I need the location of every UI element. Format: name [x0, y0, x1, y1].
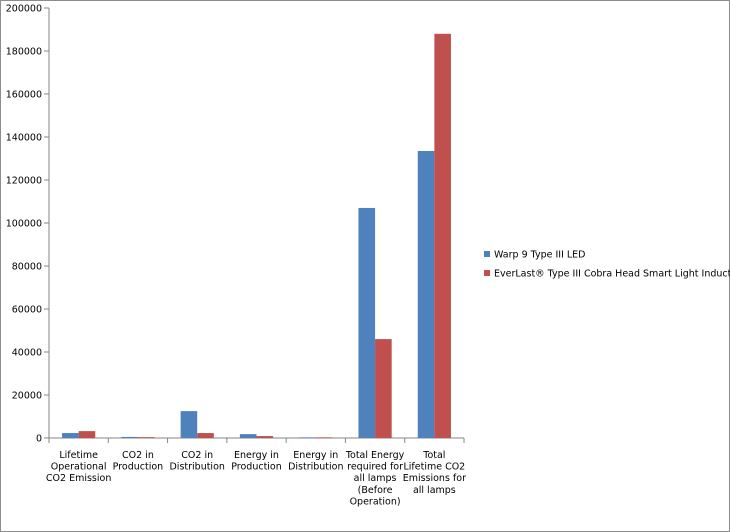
bar — [78, 431, 96, 438]
y-tick-label: 120000 — [6, 176, 42, 187]
legend-swatch — [484, 251, 490, 257]
bar — [256, 436, 274, 438]
y-tick-label: 60000 — [12, 305, 42, 316]
x-tick-label: CO2 in — [122, 450, 154, 461]
legend-label: Warp 9 Type III LED — [494, 250, 586, 261]
x-tick-label: Operational — [51, 462, 107, 473]
bar — [417, 150, 435, 438]
x-tick-label: all lamps — [413, 485, 456, 496]
legend-swatch — [484, 270, 490, 276]
x-tick-label: Operation) — [350, 496, 401, 507]
x-tick-label: CO2 in — [181, 450, 213, 461]
x-tick-label: Total — [422, 450, 445, 461]
bar — [315, 437, 333, 439]
x-tick-label: required for — [347, 462, 403, 473]
y-tick-label: 20000 — [12, 391, 42, 402]
bar — [121, 436, 138, 438]
x-tick-label: Distribution — [169, 462, 224, 473]
bar — [375, 339, 392, 438]
x-tick-label: Total Energy — [345, 450, 405, 461]
y-tick-label: 160000 — [6, 90, 42, 101]
y-tick-label: 40000 — [12, 348, 42, 359]
x-tick-label: Distribution — [288, 462, 343, 473]
y-tick-label: 100000 — [6, 219, 42, 230]
x-tick-label: CO2 Emission — [46, 473, 111, 484]
legend-label: EverLast® Type III Cobra Head Smart Ligh… — [494, 269, 730, 280]
bar — [299, 437, 316, 439]
bar — [358, 207, 376, 438]
x-tick-label: Production — [113, 462, 164, 473]
y-tick-label: 0 — [36, 434, 42, 445]
y-tick-label: 200000 — [6, 4, 42, 15]
bar — [137, 437, 155, 438]
x-tick-label: (Before — [358, 485, 393, 496]
y-tick-label: 180000 — [6, 47, 42, 58]
x-tick-label: Energy in — [293, 450, 338, 461]
x-tick-label: Energy in — [234, 450, 279, 461]
bar — [180, 411, 198, 438]
bar — [434, 33, 451, 439]
x-tick-label: Production — [231, 462, 282, 473]
y-tick-label: 80000 — [12, 262, 42, 273]
bar — [197, 433, 214, 438]
bar — [62, 433, 79, 438]
y-tick-label: 140000 — [6, 133, 42, 144]
x-tick-label: Lifetime — [59, 450, 98, 461]
x-tick-label: Lifetime CO2 — [403, 462, 465, 473]
x-tick-label: Emissions for — [403, 473, 466, 484]
bar — [239, 434, 257, 438]
x-tick-label: all lamps — [354, 473, 397, 484]
